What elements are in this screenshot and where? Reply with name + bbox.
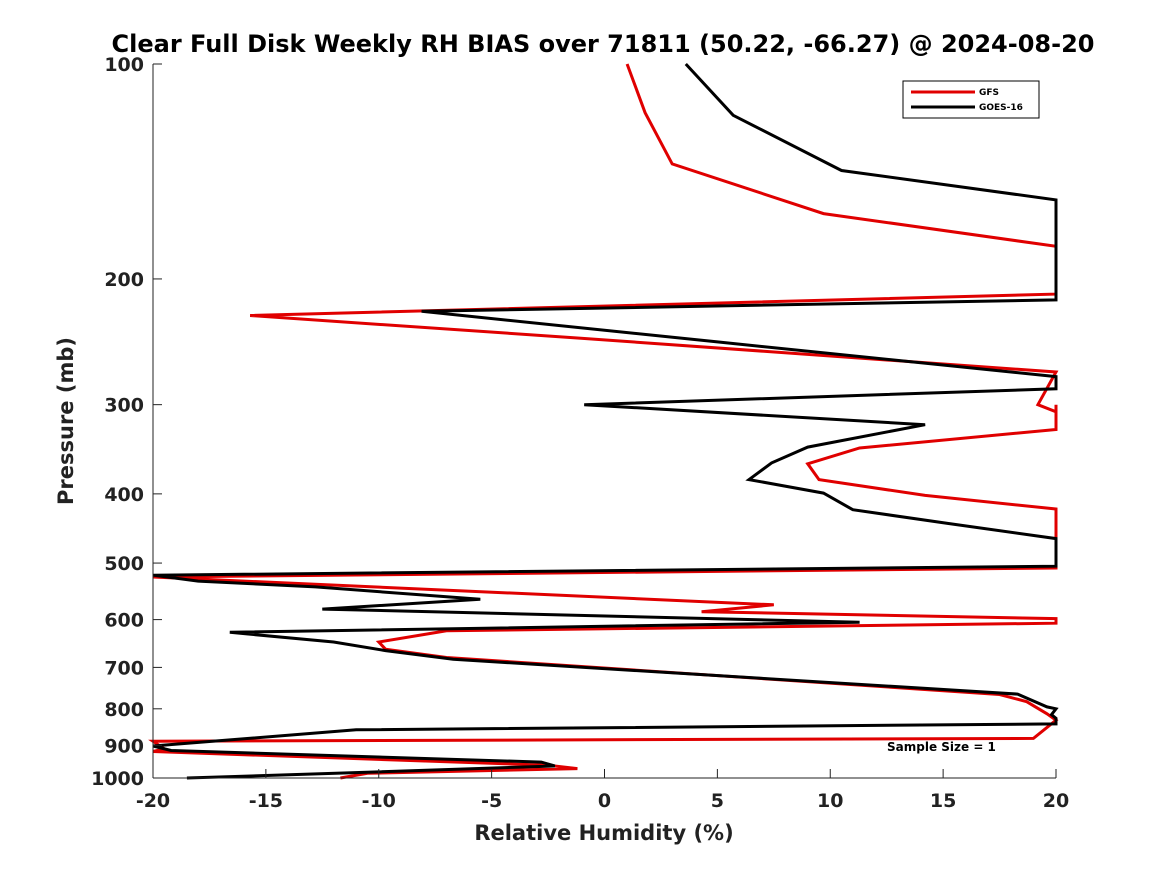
x-axis-label: Relative Humidity (%) [474,821,733,845]
y-tick-label: 700 [104,657,144,679]
x-tick-label: -20 [136,790,170,812]
x-tick-label: 10 [817,790,843,812]
series-line-gfs [148,63,1059,780]
x-tick-label: -5 [481,790,502,812]
plot-area [153,64,1056,778]
y-tick-label: 500 [104,553,144,575]
legend-label-gfs: GFS [979,88,999,98]
y-tick-label: 600 [104,610,144,632]
legend-label-goes16: GOES-16 [979,103,1023,113]
y-tick-label: 100 [104,54,144,76]
y-tick-layer: 100 200 300 400 500 600 700 800 900 1000 [91,54,162,790]
x-tick-layer: -20 -15 -10 -5 0 5 10 15 20 [136,769,1069,812]
y-tick-label: 200 [104,269,144,291]
y-tick-label: 900 [104,735,144,757]
y-tick-label: 1000 [91,768,144,790]
y-axis-label: Pressure (mb) [54,337,78,505]
legend: GFS GOES-16 [902,80,1040,119]
x-tick-label: 5 [711,790,724,812]
chart-title: Clear Full Disk Weekly RH BIAS over 7181… [112,30,1095,58]
x-tick-label: -15 [249,790,283,812]
series-layer [148,62,1059,780]
y-tick-label: 300 [104,395,144,417]
x-tick-label: 0 [598,790,611,812]
y-tick-label: 400 [104,484,144,506]
y-tick-label: 800 [104,699,144,721]
legend-box [902,80,1040,119]
x-tick-label: 15 [930,790,956,812]
x-tick-label: 20 [1043,790,1069,812]
sample-size-annotation: Sample Size = 1 [887,740,996,754]
series-line-goes16 [152,62,1059,780]
x-tick-label: -10 [362,790,396,812]
